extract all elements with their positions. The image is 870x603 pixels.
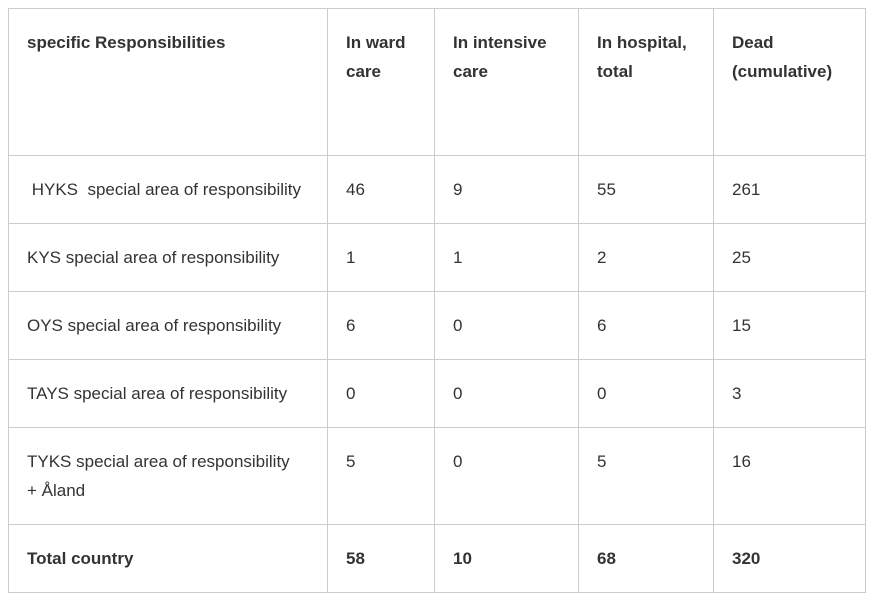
total-intensive-care: 10 (434, 524, 579, 593)
total-dead-cumulative: 320 (713, 524, 866, 593)
row-label: OYS special area of responsibility (8, 291, 328, 360)
cell-dead-cumulative: 3 (713, 359, 866, 428)
cell-dead-cumulative: 16 (713, 427, 866, 525)
cell-dead-cumulative: 15 (713, 291, 866, 360)
table-row-hyks: HYKS special area of responsibility 46 9… (8, 155, 866, 224)
column-header-dead-cumulative: Dead (cumulative) (713, 8, 866, 156)
cell-hospital-total: 0 (578, 359, 714, 428)
cell-ward-care: 0 (327, 359, 435, 428)
cell-dead-cumulative: 261 (713, 155, 866, 224)
cell-ward-care: 6 (327, 291, 435, 360)
cell-intensive-care: 0 (434, 291, 579, 360)
header-row: specific Responsibilities In ward care I… (8, 8, 866, 156)
cell-hospital-total: 6 (578, 291, 714, 360)
table-row-kys: KYS special area of responsibility 1 1 2… (8, 223, 866, 292)
total-ward-care: 58 (327, 524, 435, 593)
total-row: Total country 58 10 68 320 (8, 524, 866, 593)
cell-ward-care: 1 (327, 223, 435, 292)
row-label: HYKS special area of responsibility (8, 155, 328, 224)
column-header-responsibilities: specific Responsibilities (8, 8, 328, 156)
cell-dead-cumulative: 25 (713, 223, 866, 292)
table-row-tyks-aland: TYKS special area of responsibility + Ål… (8, 427, 866, 525)
column-header-hospital-total: In hospital, total (578, 8, 714, 156)
hospital-care-table: specific Responsibilities In ward care I… (8, 8, 866, 593)
total-row-label: Total country (8, 524, 328, 593)
row-label: TYKS special area of responsibility + Ål… (8, 427, 328, 525)
total-hospital-total: 68 (578, 524, 714, 593)
table-row-tays: TAYS special area of responsibility 0 0 … (8, 359, 866, 428)
cell-intensive-care: 9 (434, 155, 579, 224)
cell-intensive-care: 1 (434, 223, 579, 292)
column-header-ward-care: In ward care (327, 8, 435, 156)
table-row-oys: OYS special area of responsibility 6 0 6… (8, 291, 866, 360)
cell-hospital-total: 2 (578, 223, 714, 292)
cell-hospital-total: 55 (578, 155, 714, 224)
cell-intensive-care: 0 (434, 427, 579, 525)
cell-ward-care: 46 (327, 155, 435, 224)
column-header-intensive-care: In intensive care (434, 8, 579, 156)
row-label: KYS special area of responsibility (8, 223, 328, 292)
cell-hospital-total: 5 (578, 427, 714, 525)
row-label: TAYS special area of responsibility (8, 359, 328, 428)
cell-intensive-care: 0 (434, 359, 579, 428)
cell-ward-care: 5 (327, 427, 435, 525)
